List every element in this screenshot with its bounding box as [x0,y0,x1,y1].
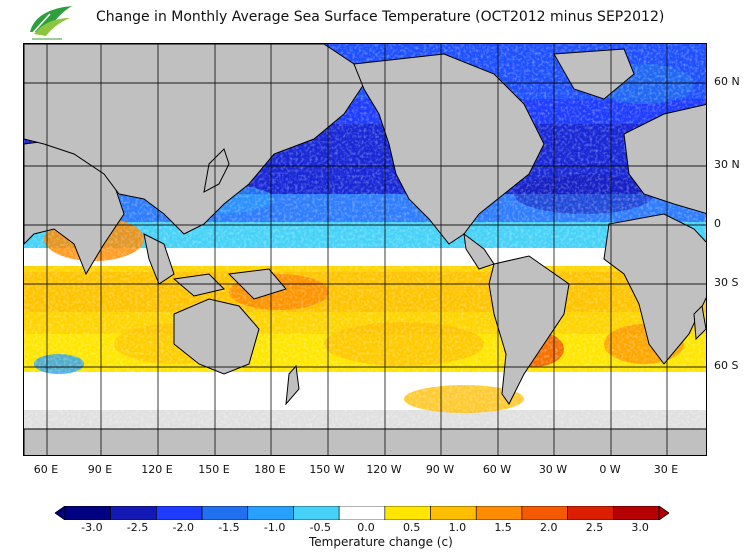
colorbar-tick-label: 2.5 [585,521,604,534]
colorbar-swatch [384,505,431,521]
longitude-label: 30 W [538,463,568,476]
longitude-label: 0 W [599,463,621,476]
colorbar-tick-label: 1.5 [494,521,512,534]
chart-title: Change in Monthly Average Sea Surface Te… [96,9,665,25]
colorbar-tick-label: 2.0 [540,521,558,534]
colorbar-tick-label: 0.5 [402,521,421,534]
colorbar [54,505,670,521]
latitude-label: 0 [714,217,721,230]
longitude-label: 120 E [141,463,173,476]
colorbar-swatch [156,505,203,521]
colorbar-swatch [293,505,340,521]
colorbar-swatch [338,505,386,521]
longitude-label: 150 E [198,463,230,476]
colorbar-tick-label: -3.0 [81,521,103,534]
colorbar-swatch [201,505,249,521]
colorbar-arrow-left [54,505,66,521]
longitude-label: 90 E [87,463,113,476]
sst-map [23,43,707,456]
colorbar-swatch [567,505,614,521]
colorbar-tick-label: 3.0 [631,521,649,534]
colorbar-tick-label: -0.5 [309,521,332,534]
colorbar-swatch [64,505,111,521]
colorbar-swatch [247,505,294,521]
colorbar-tick-label: -1.5 [218,521,240,534]
colorbar-swatch [110,505,157,521]
latitude-label: 30 N [714,158,740,171]
latitude-label: 60 S [714,359,739,372]
longitude-label: 60 E [33,463,59,476]
colorbar-tick-label: -2.0 [172,521,194,534]
logo [24,2,80,42]
colorbar-tick-label: 0.0 [357,521,375,534]
colorbar-tick-label: 1.0 [448,521,467,534]
longitude-label: 180 E [254,463,286,476]
colorbar-swatch [430,505,477,521]
longitude-label: 90 W [425,463,455,476]
longitude-label: 120 W [366,463,402,476]
colorbar-swatch [521,505,568,521]
colorbar-tick-label: -1.0 [263,521,286,534]
longitude-label: 60 W [482,463,512,476]
leaf-logo-icon [29,6,72,40]
longitude-label: 150 W [309,463,345,476]
colorbar-swatch [475,505,523,521]
latitude-label: 30 S [714,276,739,289]
graticule [24,44,706,455]
latitude-label: 60 N [714,75,740,88]
colorbar-title: Temperature change (c) [309,535,453,549]
colorbar-arrow-right [658,505,670,521]
longitude-label: 30 E [653,463,679,476]
colorbar-tick-label: -2.5 [126,521,149,534]
colorbar-swatch [613,505,660,521]
